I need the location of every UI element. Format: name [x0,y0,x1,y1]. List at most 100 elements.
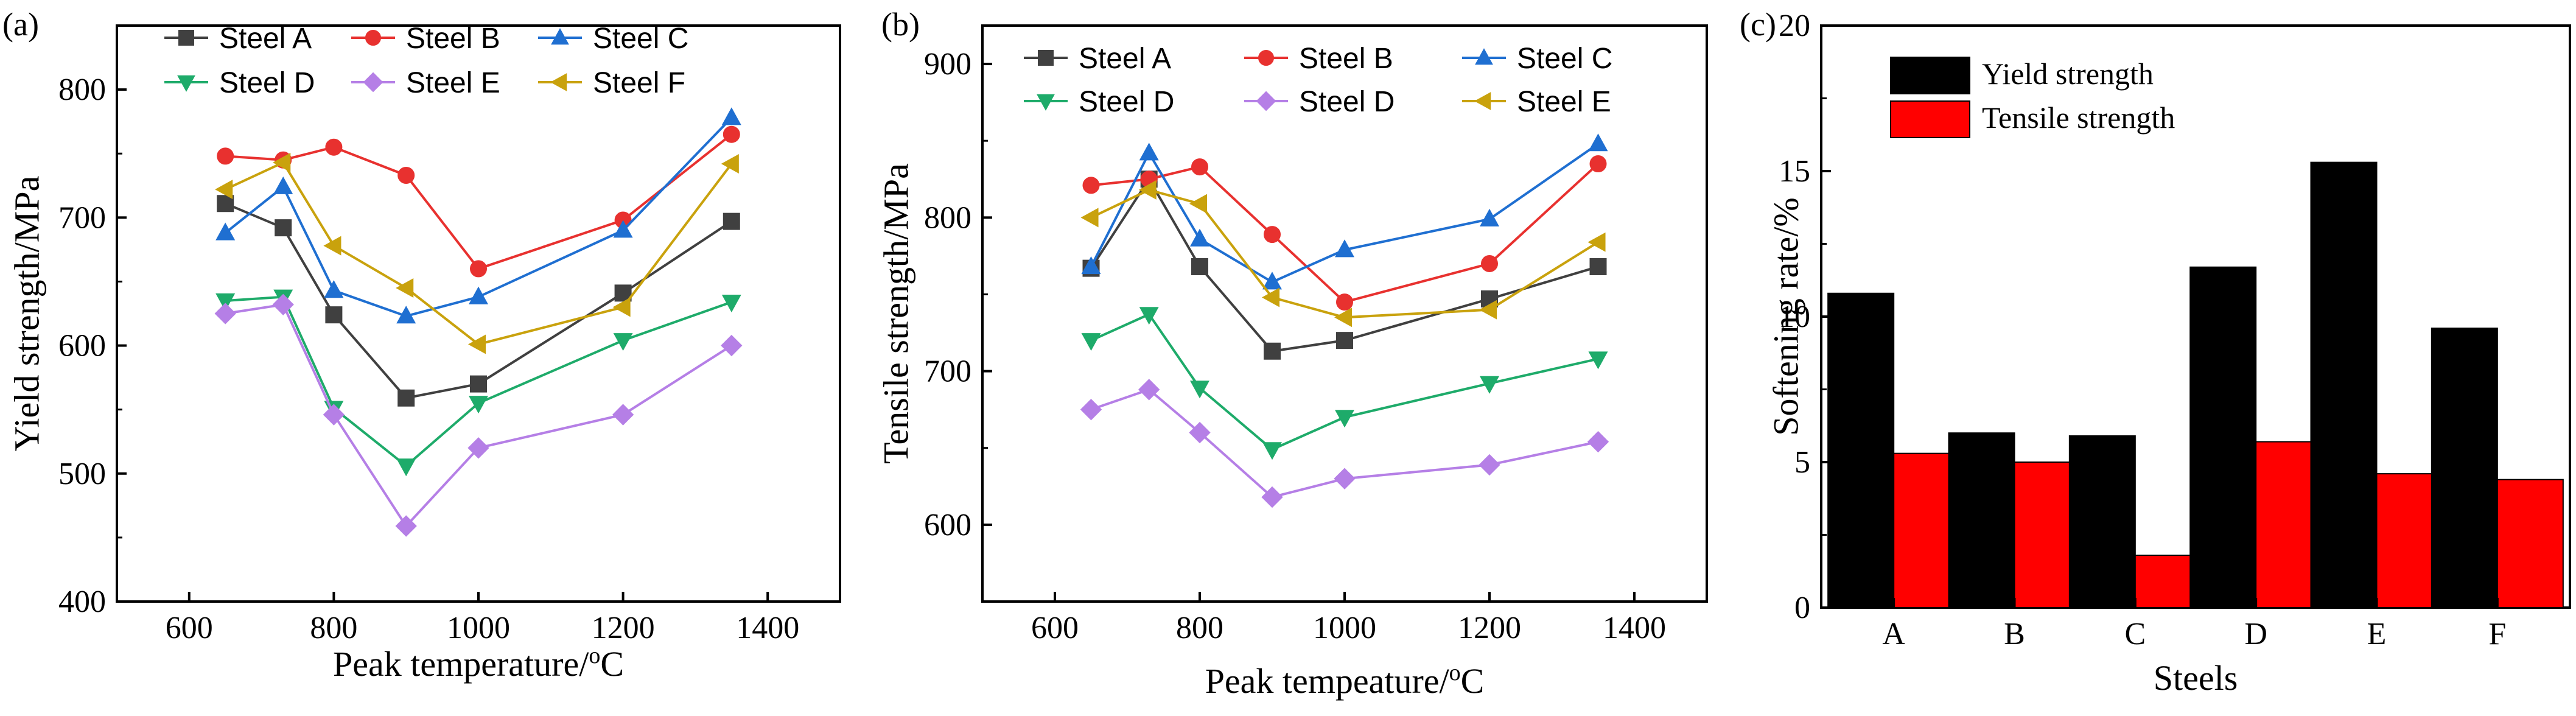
panel-b-series-4-point [1479,454,1500,476]
panel-a-marks: 600 800 1000 1200 1400 400 500 600 700 800 Steel A… [58,23,799,645]
panel-c-x-tick-label: A [1882,617,1905,651]
panel-a-series-3-point [396,458,416,477]
panel-c-y-axis-title: Softening rate/% [1766,197,1805,435]
panel-b-series-3-point [1262,442,1282,460]
panel-a-legend-label-5: Steel F [593,67,685,99]
panel-b-legend-marker-1 [1258,50,1274,66]
panel-c-bar-yield-strength-B [1948,432,2015,608]
panel-a-series-5-point [273,152,291,172]
panel-b-series-1-point [1481,255,1498,273]
panel-b-series-4-point [1138,379,1160,401]
panel-b-series-5-point [1479,300,1497,320]
panel-c-x-axis-title: Steels [2154,658,2238,698]
panel-c-legend: Yield strength Tensile strength [1890,57,2175,138]
panel-a-x-axis-title-unit: C [600,644,624,684]
panel-c-x-tick-label: B [2004,617,2025,651]
panel-b-legend-label-1: Steel B [1299,43,1393,75]
panel-b-series-4-point [1587,430,1609,453]
panel-b-series-0-point [1191,258,1208,276]
panel-a-y-tick-label: 600 [58,329,106,363]
panel-a-series-5-point [396,278,414,298]
panel-b-series-4-point [1189,421,1211,444]
panel-b-series-0-point [1589,258,1607,276]
panel-a-x-tick-label: 1400 [736,611,799,645]
panel-a-legend-marker-0 [178,30,194,46]
panel-c-legend-swatch-1 [1890,100,1970,138]
panel-b-legend-label-5: Steel E [1517,86,1611,118]
panel-a-series-0-point [614,284,632,302]
panel-a-series-2-point [721,107,741,125]
panel-a-series-1-point [217,147,234,165]
panel-c-x-tick-label: D [2244,617,2267,651]
panel-b-x-tick-label: 1000 [1313,611,1376,645]
panel-b-legend-marker-2 [1475,48,1493,65]
panel-a-x-tick-label: 800 [310,611,357,645]
panel-a-series-4-point [272,293,294,315]
panel-b-x-axis-title: Peak tempeature/oC [1205,660,1485,701]
panel-a-legend: Steel A Steel B Steel C Steel D Steel E Steel… [164,23,688,99]
panel-b-series-line-0 [1090,177,1599,353]
panel-b-y-tick-label: 900 [924,47,971,82]
panel-a-y-tick-label: 700 [58,200,106,235]
panel-a-series-1-point [397,166,415,184]
panel-a-series-0-point [275,219,292,237]
panel-a-series-4-point [467,437,489,459]
panel-b-series-line-2 [1090,142,1599,284]
panel-b-series-3-point [1081,333,1101,351]
panel-a-legend-label-4: Steel E [406,67,500,99]
panel-b-y-axis-title: Tensile strength/MPa [876,163,915,464]
panel-a-x-axis-title-degree: o [589,643,600,669]
panel-a-x-axis-title-text: Peak temperature/ [333,644,589,684]
panel-b-x-tick-label: 1400 [1603,611,1666,645]
panel-b-series-3-point [1335,410,1354,428]
panel-a-series-3-point [215,293,236,312]
panel-c-y-tick-label: 15 [1779,154,1810,189]
panel-a-legend-label-1: Steel B [406,23,500,55]
panel-c-label: (c) [1740,6,1776,43]
panel-a-series-0-point [470,375,487,393]
panel-c-bar-yield-strength-F [2431,328,2498,608]
panel-b-series-3-point [1588,351,1608,370]
panel-a-x-axis-title: Peak temperature/oC [333,643,624,684]
panel-b-series-0-point [1264,342,1281,360]
panel-c-x-tick-label: C [2124,617,2146,651]
panel-b-y-tick-label: 800 [924,200,971,235]
panel-c-y-tick-label: 0 [1794,591,1810,625]
panel-b-series-4-point [1261,486,1283,508]
panel-c-bar-yield-strength-C [2068,435,2136,608]
panel-a-x-tick-label: 1000 [447,611,510,645]
panel-b-series-5-point [1334,307,1353,328]
panel-a-series-line-5 [225,161,733,346]
panel-b-legend-label-3: Steel D [1079,86,1174,118]
panel-c-bar-yield-strength-E [2310,161,2378,609]
panel-a-y-axis-title: Yield strength/MPa [7,176,46,452]
panel-b-x-axis-title-unit: C [1461,661,1485,701]
panel-b-legend: Steel A Steel B Steel C Steel D Steel D Steel… [1024,43,1612,118]
panel-a-series-3-point [721,295,741,313]
panel-b-series-2-point [1335,239,1354,258]
panel-c-bar-yield-strength-A [1827,292,1895,608]
panel-b-series-1-point [1264,226,1281,244]
panel-b-legend-marker-4 [1256,91,1276,111]
panel-c-bar-tensile-strength-F [2496,479,2564,608]
panel-b-label: (b) [881,6,920,43]
panel-c-x-tick-label: E [2367,617,2387,651]
panel-b: (b) 600 800 1000 1200 1400 600 700 800 900 Steel … [876,6,1708,701]
panel-b-series-4-point [1334,468,1356,490]
panel-b-legend-marker-3 [1037,94,1055,111]
panel-a-series-2-point [324,280,344,298]
panel-a-series-1-point [325,138,343,156]
panel-a-y-tick-label: 500 [58,457,106,491]
panel-a-series-0-point [397,389,415,407]
panel-a-series-5-point [612,297,631,317]
panel-c-legend-label-1: Tensile strength [1982,100,2175,135]
panel-b-series-5-point [1261,287,1280,307]
panel-a-x-tick-label: 1200 [592,611,655,645]
panel-c: (c) 0 5 10 15 20 A B C D E F Yield strength Tensile … [1740,6,2571,698]
panel-a-series-2-point [215,222,236,240]
panel-b-series-2-point [1139,142,1159,161]
panel-a-series-2-point [469,286,488,304]
panel-a-series-4-point [214,303,236,325]
